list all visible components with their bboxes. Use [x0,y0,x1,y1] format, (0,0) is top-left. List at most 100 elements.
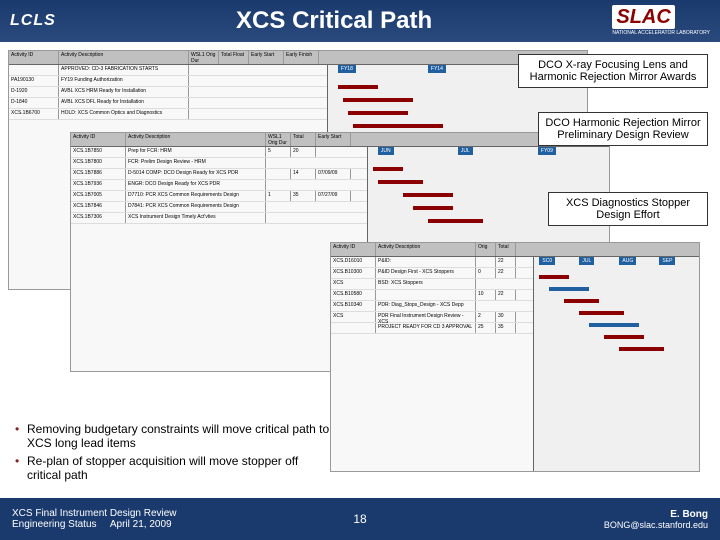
callout-dco-lens: DCO X-ray Focusing Lens and Harmonic Rej… [518,54,708,88]
cell: XCS.1B7886 [71,169,126,179]
col-activity-id: Activity ID [71,133,126,146]
col-start: Early Start [316,133,351,146]
gantt-bar [428,219,483,223]
gantt-bar [373,167,403,171]
cell: 10 [476,290,496,300]
footer-line2b: April 21, 2009 [110,519,172,530]
gantt-area-3: SC0 JUL AUG SEP [533,257,699,471]
cell: 14 [291,169,316,179]
gantt-bar [589,323,639,327]
schedule3-header: Activity ID Activity Description Orig To… [331,243,699,257]
schedule1-header: Activity ID Activity Description WSL1 Or… [9,51,587,65]
cell: APPROVED: CD-3 FABRICATION STARTS [59,65,189,75]
cell [476,257,496,267]
month-label: AUG [619,257,636,265]
cell: AVBL XCS DFL Ready for Installation [59,98,189,108]
bullet-item: • Removing budgetary constraints will mo… [15,422,335,450]
cell: XCS.1B7005 [71,191,126,201]
cell: P&ID Design First - XCS Stoppers [376,268,476,278]
cell: FCR: Prelim Design Review - HRM [126,158,266,168]
col-activity-id: Activity ID [9,51,59,64]
col-start: Early Start [249,51,284,64]
gantt-bar [579,311,624,315]
bullet-text: Removing budgetary constraints will move… [27,422,335,450]
cell: 25 [476,323,496,333]
cell: XCS.1B7850 [71,147,126,157]
footer-name: E. Bong [367,509,708,520]
cell: 35 [291,191,316,201]
gantt-bar [604,335,644,339]
footer-email: BONG@slac.stanford.edu [367,520,708,530]
cell: 20 [291,147,316,157]
month-label: SC0 [539,257,555,265]
cell [9,65,59,75]
col-activity-desc: Activity Description [126,133,266,146]
cell: D-1920 [9,87,59,97]
col-dur: WSL1 Orig Dur [189,51,219,64]
callout-xcs-stopper: XCS Diagnostics Stopper Design Effort [548,192,708,226]
cell: PROJECT READY FOR CD 3 APPROVAL [376,323,476,333]
cell: D7710: PCR XCS Common Requirements Desig… [126,191,266,201]
cell [331,323,376,333]
gantt-bar [549,287,589,291]
lcls-logo: LCLS [10,12,56,30]
cell: D7841: PCR XCS Common Requirements Desig… [126,202,266,212]
cell: 35 [496,323,516,333]
cell: FY19 Funding Authorization [59,76,189,86]
slac-logo: SLAC [612,5,674,29]
gantt-bar [619,347,664,351]
col-float: Total Float [219,51,249,64]
cell: 5 [266,147,291,157]
col-activity-id: Activity ID [331,243,376,256]
slac-logo-wrap: SLAC NATIONAL ACCELERATOR LABORATORY [612,6,710,36]
cell: XCS.1B7846 [71,202,126,212]
col-finish: Early Finish [284,51,319,64]
col-activity-desc: Activity Description [59,51,189,64]
footer-bar: XCS Final Instrument Design Review Engin… [0,498,720,540]
gantt-bar [413,206,453,210]
col-activity-desc: Activity Description [376,243,476,256]
bullet-list: • Removing budgetary constraints will mo… [15,422,335,486]
cell: HOLD: XCS Common Optics and Diagnostics [59,109,189,119]
month-label: FY09 [538,147,556,155]
cell: 0 [476,268,496,278]
gantt-bar [338,85,378,89]
callout-dco-mirror: DCO Harmonic Rejection Mirror Preliminar… [538,112,708,146]
cell: ENGR: DCO Design Ready for XCS PDR [126,180,266,190]
cell: XCS.1B7936 [71,180,126,190]
schedule-chart-3: Activity ID Activity Description Orig To… [330,242,700,472]
cell: XCS.B10580 [331,290,376,300]
cell: P&ID: [376,257,476,267]
cell: Prep for FCR: HRM [126,147,266,157]
bullet-text: Re-plan of stopper acquisition will move… [27,454,335,482]
bullet-dot-icon: • [15,454,27,482]
header-bar: LCLS XCS Critical Path SLAC NATIONAL ACC… [0,0,720,42]
gantt-bar [564,299,599,303]
footer-right: E. Bong BONG@slac.stanford.edu [367,509,708,530]
bullet-item: • Re-plan of stopper acquisition will mo… [15,454,335,482]
col-dur: Orig [476,243,496,256]
cell: 07/27/09 [316,191,351,201]
cell: XCS [331,312,376,322]
gantt-bar [353,124,443,128]
gantt-bar [539,275,569,279]
gantt-bar [403,193,453,197]
cell [376,290,476,300]
month-label: FY14 [428,65,446,73]
cell: 22 [496,290,516,300]
col-float: Total [291,133,316,146]
cell: D-1840 [9,98,59,108]
content-area: Activity ID Activity Description WSL1 Or… [0,42,720,498]
schedule2-header: Activity ID Activity Description WSL1 Or… [71,133,609,147]
cell: PDR: Diag_Stops_Design - XCS Depp [376,301,476,311]
cell: 07/09/09 [316,169,351,179]
cell: 30 [496,312,516,322]
cell: 22 [496,257,516,267]
cell: XCS [331,279,376,289]
cell: BSD: XCS Stoppers [376,279,476,289]
cell: PA190130 [9,76,59,86]
month-label: JUL [579,257,594,265]
cell: XCS.1B7800 [71,158,126,168]
slac-sub: NATIONAL ACCELERATOR LABORATORY [612,30,710,36]
cell: XCS.B10300 [331,268,376,278]
